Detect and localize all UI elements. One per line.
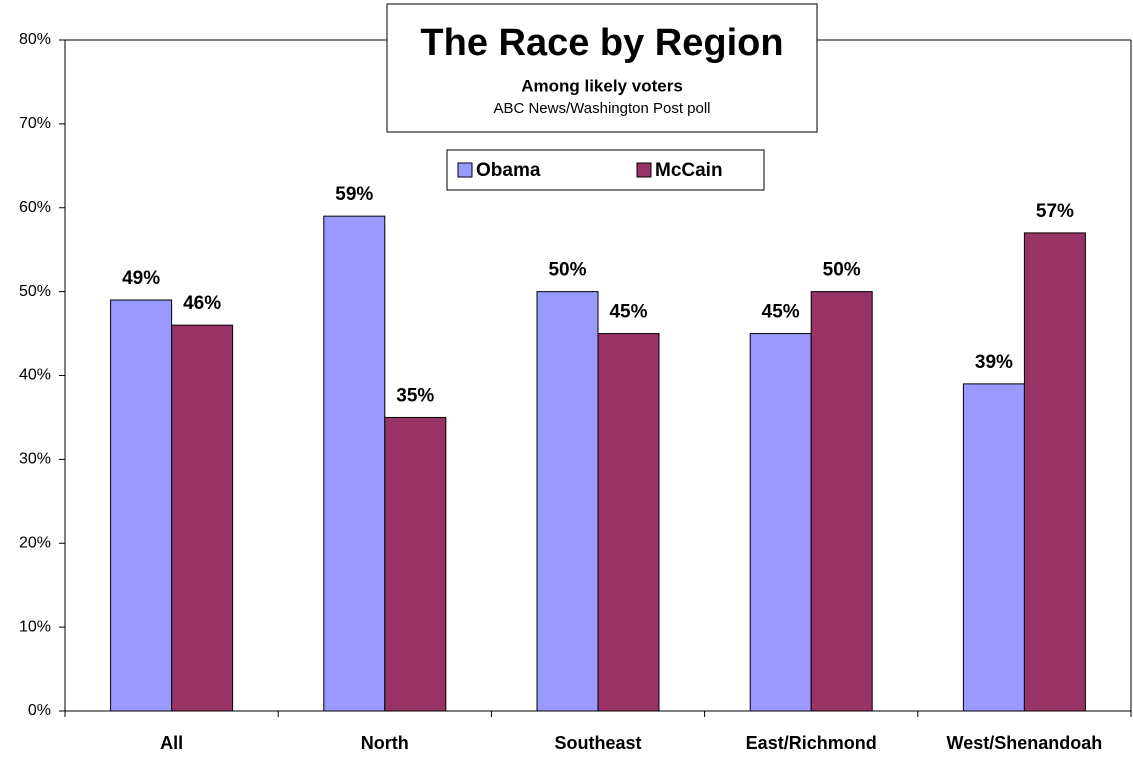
- bar: [110, 299, 173, 712]
- value-label: 45%: [762, 302, 800, 323]
- value-label: 45%: [609, 302, 647, 323]
- y-tick-label: 80%: [19, 31, 51, 48]
- legend-label: Obama: [476, 160, 541, 181]
- y-tick-label: 0%: [28, 702, 51, 719]
- legend-items: Obama McCain: [457, 160, 723, 181]
- y-tick-label: 10%: [19, 618, 51, 635]
- y-tick-label: 50%: [19, 283, 51, 300]
- bar: [384, 416, 447, 712]
- y-tick-label: 20%: [19, 534, 51, 551]
- chart-subtitle: Among likely voters: [521, 76, 683, 95]
- x-tick-label: East/Richmond: [746, 733, 877, 753]
- x-tick-label: All: [160, 733, 183, 753]
- plot-area: 0% 10% 20% 30% 40% 50% 60% 70% 80% All 49% 46% North…: [19, 31, 1132, 753]
- value-label: 49%: [122, 268, 160, 289]
- chart-title: The Race by Region: [420, 22, 783, 64]
- bar: [536, 291, 599, 712]
- value-label: 50%: [823, 260, 861, 281]
- x-tick-label: Southeast: [554, 733, 641, 753]
- bar: [1023, 232, 1086, 712]
- chart-source: ABC News/Washington Post poll: [493, 100, 710, 117]
- value-label: 50%: [548, 260, 586, 281]
- bar: [171, 324, 234, 712]
- legend: [446, 149, 765, 191]
- x-tick-label: North: [361, 733, 409, 753]
- y-tick-label: 70%: [19, 115, 51, 132]
- legend-swatch: [457, 162, 473, 178]
- value-label: 57%: [1036, 201, 1074, 222]
- bar: [597, 333, 660, 712]
- bar: [323, 215, 386, 712]
- bar: [749, 333, 812, 712]
- y-tick-label: 40%: [19, 367, 51, 384]
- x-tick-label: West/Shenandoah: [947, 733, 1103, 753]
- title-box: [386, 3, 818, 133]
- legend-swatch: [636, 162, 652, 178]
- bar: [962, 383, 1025, 712]
- value-label: 59%: [335, 184, 373, 205]
- value-label: 35%: [396, 385, 434, 406]
- y-tick-label: 30%: [19, 451, 51, 468]
- y-tick-label: 60%: [19, 199, 51, 216]
- value-label: 39%: [975, 352, 1013, 373]
- legend-label: McCain: [655, 160, 723, 181]
- bar: [810, 291, 873, 712]
- value-label: 46%: [183, 293, 221, 314]
